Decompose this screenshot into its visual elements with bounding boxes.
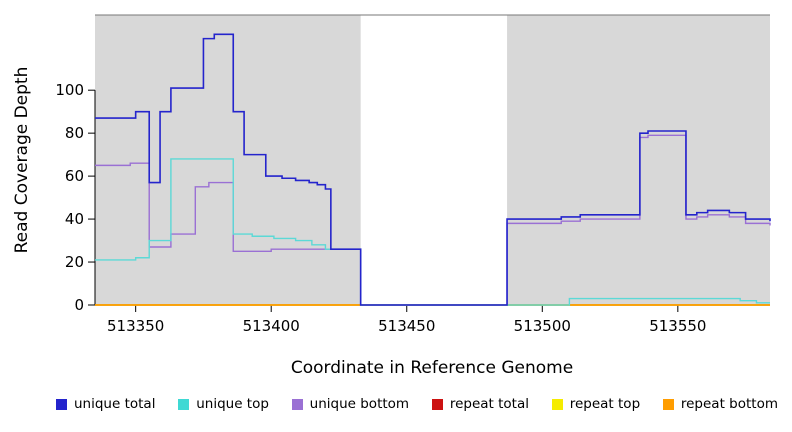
- series-line-unique-bottom: [95, 134, 771, 306]
- legend-label: unique top: [196, 396, 269, 412]
- x-tick-label: 513350: [107, 317, 164, 335]
- plot-area: 513350 513400 513450 513500 513550 0 20 40 60 80 1…: [55, 14, 771, 335]
- y-tick-label: 40: [65, 210, 84, 228]
- x-tick-label: 513400: [243, 317, 300, 335]
- y-tick-label: 100: [55, 81, 84, 99]
- y-axis-label: Read Coverage Depth: [12, 67, 32, 254]
- x-axis-label: Coordinate in Reference Genome: [291, 358, 573, 378]
- legend-swatch-unique-top: [178, 398, 190, 410]
- legend-swatch-repeat-top: [551, 398, 563, 410]
- y-tick-label: 20: [65, 253, 84, 271]
- legend-swatch-repeat-total: [431, 398, 443, 410]
- highlight-panel: [507, 15, 770, 305]
- legend-item-unique-total: unique total: [56, 396, 155, 412]
- legend-swatch-unique-total: [56, 398, 67, 410]
- legend-item-unique-top: unique top: [178, 396, 269, 412]
- x-tick-label: 513450: [378, 317, 435, 335]
- coverage-chart: 513350 513400 513450 513500 513550 0 20 40 60 80 1…: [12, 14, 771, 378]
- legend: unique total unique top unique bottom re…: [0, 396, 792, 412]
- y-tick-label: 0: [74, 296, 84, 314]
- legend-item-repeat-top: repeat top: [551, 396, 641, 412]
- highlight-panel: [95, 15, 361, 305]
- legend-item-repeat-total: repeat total: [431, 396, 529, 412]
- series-line-unique-total: [95, 33, 771, 306]
- legend-item-repeat-bottom: repeat bottom: [662, 396, 778, 412]
- legend-swatch-unique-bottom: [291, 398, 303, 410]
- legend-label: repeat bottom: [680, 396, 778, 412]
- x-tick-label: 513550: [649, 317, 706, 335]
- x-tick-label: 513500: [514, 317, 571, 335]
- series-line-unique-top: [95, 158, 770, 306]
- legend-swatch-repeat-bottom: [662, 398, 674, 410]
- legend-label: repeat total: [449, 396, 529, 412]
- y-tick-label: 60: [65, 167, 84, 185]
- y-tick-label: 80: [65, 124, 84, 142]
- legend-label: unique bottom: [309, 396, 410, 412]
- legend-label: unique total: [74, 396, 156, 412]
- legend-label: repeat top: [569, 396, 641, 412]
- legend-item-unique-bottom: unique bottom: [291, 396, 410, 412]
